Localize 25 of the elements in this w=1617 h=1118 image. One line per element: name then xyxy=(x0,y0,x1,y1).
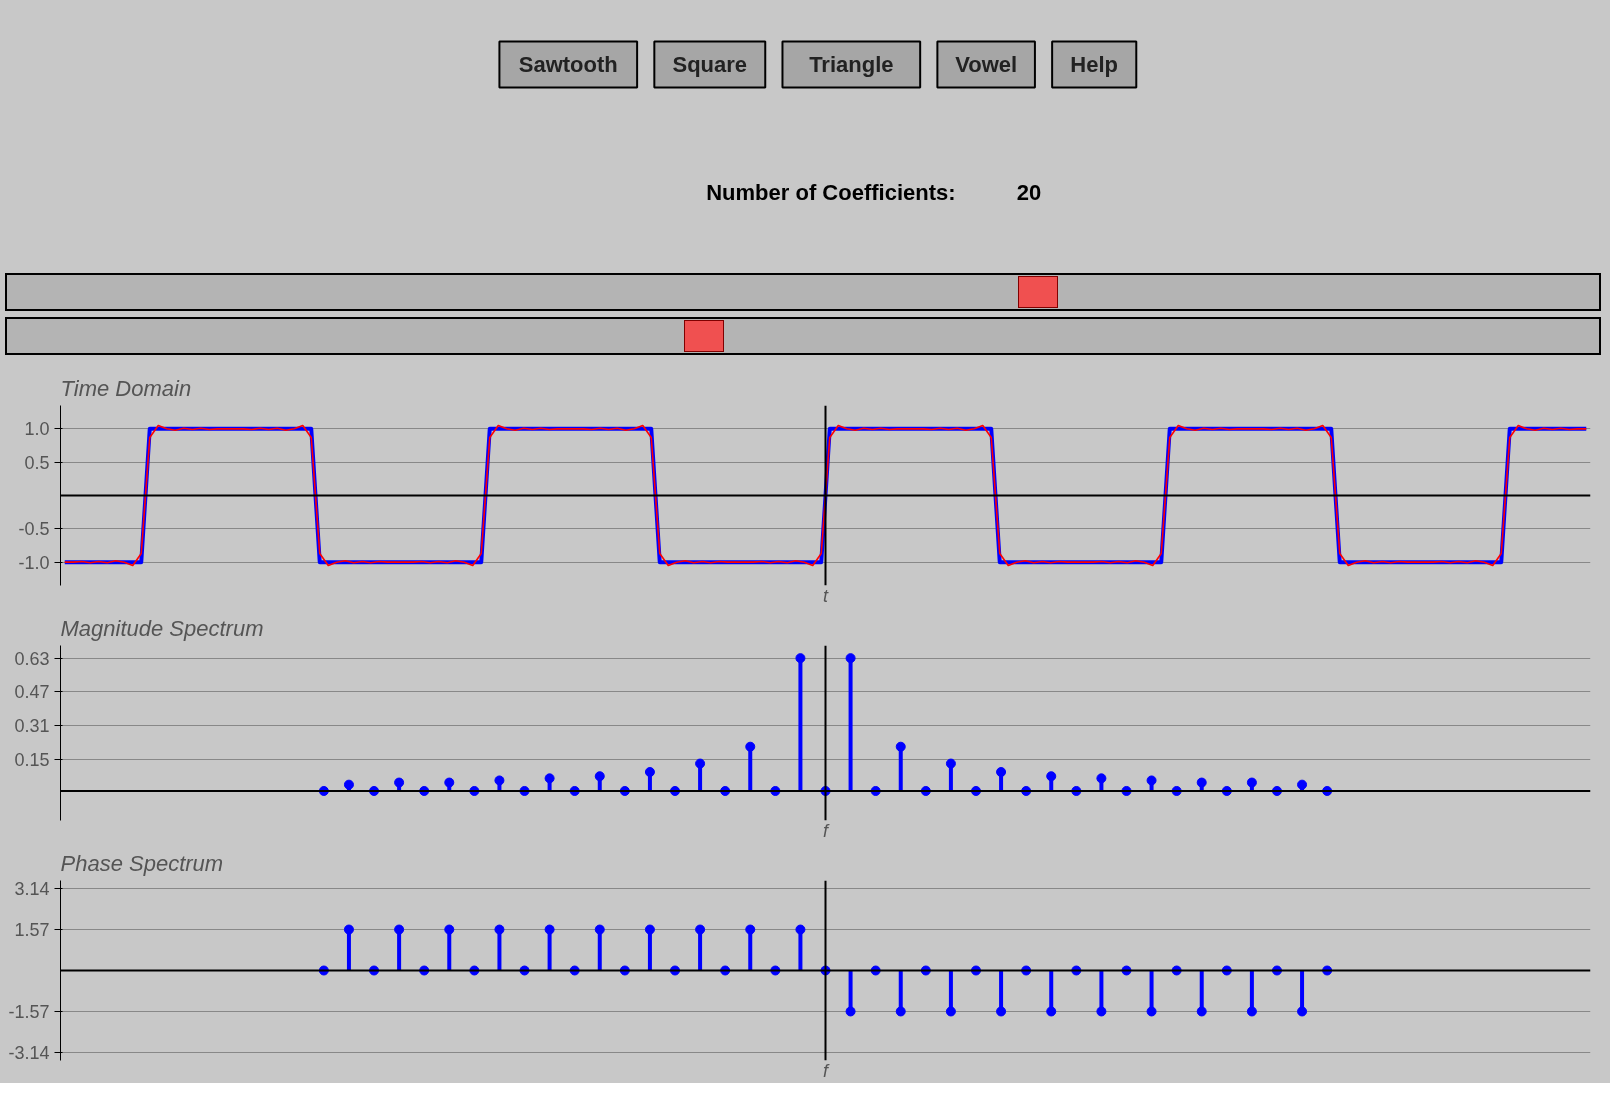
y-tick-label: -3.14 xyxy=(8,1042,50,1063)
y-tick-label: -1.0 xyxy=(18,552,50,573)
chart-title: Phase Spectrum xyxy=(60,850,224,876)
chart-title: Time Domain xyxy=(60,375,192,401)
y-tick-label: 0.31 xyxy=(14,716,50,737)
x-axis-title: f xyxy=(823,820,830,841)
x-axis-title: t xyxy=(823,585,829,606)
x-axis-title: f xyxy=(823,1060,830,1081)
text: Vowel xyxy=(955,52,1018,77)
y-tick-label: 1.0 xyxy=(24,419,50,440)
y-tick-label: -1.57 xyxy=(8,1001,50,1022)
text: 20 xyxy=(1016,180,1042,205)
y-tick-label: 3.14 xyxy=(14,879,50,900)
chart-title: Magnitude Spectrum xyxy=(60,615,264,641)
y-tick-label: 0.15 xyxy=(14,749,50,770)
text: Help xyxy=(1070,52,1119,77)
text: Triangle xyxy=(809,52,894,77)
y-tick-label: -0.5 xyxy=(18,519,50,540)
y-tick-label: 0.5 xyxy=(24,452,50,473)
y-tick-label: 0.63 xyxy=(14,648,50,669)
text: Number of Coefficients: xyxy=(706,180,956,205)
text: Sawtooth xyxy=(518,52,618,77)
y-tick-label: 1.57 xyxy=(14,920,50,941)
y-tick-label: 0.47 xyxy=(14,682,50,703)
text: Square xyxy=(672,52,748,77)
